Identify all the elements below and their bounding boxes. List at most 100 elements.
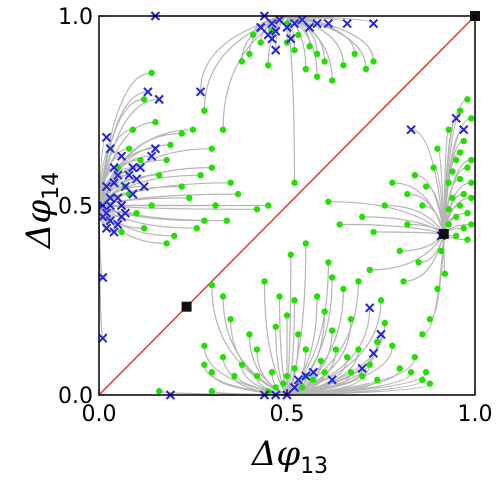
green-point: [253, 346, 261, 353]
trajectory-line: [443, 129, 464, 234]
diagonal-line-layer: [98, 15, 476, 396]
green-point: [422, 369, 430, 376]
green-point: [449, 194, 456, 202]
trajectory-line: [211, 372, 288, 396]
blue-cross: [116, 151, 127, 161]
green-point: [148, 69, 155, 77]
green-point: [231, 372, 238, 380]
green-point: [261, 278, 268, 285]
blue-cross: [368, 348, 379, 359]
green-point: [129, 126, 137, 133]
green-point: [419, 202, 426, 209]
green-point: [396, 247, 403, 255]
green-point: [219, 293, 227, 300]
trajectory-line: [328, 201, 445, 235]
trajectory-line: [411, 129, 445, 234]
green-point: [246, 50, 253, 58]
blue-cross: [98, 333, 108, 343]
green-point: [313, 73, 321, 80]
green-point: [208, 145, 215, 152]
green-point: [430, 164, 437, 171]
blue-cross: [267, 18, 277, 29]
green-point: [370, 58, 377, 65]
green-point: [377, 297, 385, 304]
green-point: [411, 171, 419, 179]
green-point: [238, 361, 246, 368]
blue-cross: [109, 227, 119, 237]
green-point: [272, 384, 279, 391]
trajectory-line: [286, 15, 318, 77]
green-point: [298, 384, 306, 391]
blue-cross: [101, 223, 112, 233]
green-point: [272, 323, 279, 330]
green-point: [464, 236, 471, 243]
green-point: [328, 77, 336, 84]
green-point: [411, 353, 419, 361]
diagonal-line: [98, 15, 476, 396]
trajectory-line: [286, 15, 333, 81]
green-point: [253, 372, 261, 380]
trajectory-line: [286, 288, 344, 396]
green-point: [246, 331, 253, 338]
green-point: [219, 126, 227, 133]
blue-cross: [98, 212, 108, 222]
blue-cross: [109, 162, 119, 173]
trajectory-line: [98, 148, 156, 206]
blue-cross: [368, 18, 379, 29]
fixed-point-square: [438, 228, 449, 239]
blue-cross: [342, 18, 352, 29]
x-axis-label-subscript: 13: [300, 454, 328, 479]
green-point: [201, 217, 208, 224]
blue-cross: [154, 94, 164, 105]
blue-cross: [255, 22, 266, 33]
green-point: [347, 316, 355, 323]
trajectory-line: [286, 254, 292, 396]
green-point: [291, 179, 298, 186]
blue-cross: [365, 303, 375, 313]
blue-cross: [143, 87, 153, 97]
green-point: [404, 190, 411, 198]
green-point: [234, 190, 242, 198]
green-point: [389, 342, 396, 349]
trajectory-line: [222, 296, 288, 396]
green-point: [197, 171, 204, 179]
green-point: [227, 316, 234, 323]
green-point: [453, 156, 460, 164]
blue-cross: [113, 170, 123, 180]
green-point: [404, 221, 411, 228]
green-point: [336, 221, 343, 228]
green-point: [208, 369, 215, 376]
y-tick-label: 0.5: [58, 195, 93, 220]
green-point: [167, 141, 174, 149]
green-point: [347, 369, 355, 376]
blue-cross: [131, 174, 142, 184]
green-point: [306, 43, 313, 50]
green-point: [178, 130, 185, 137]
blue-cross: [105, 215, 115, 226]
green-point: [434, 145, 441, 152]
green-point: [212, 202, 219, 209]
blue-cross: [135, 162, 146, 173]
blue-cross: [406, 124, 416, 135]
green-point: [325, 198, 332, 205]
green-point: [328, 274, 336, 281]
green-point: [193, 225, 200, 232]
blue-cross: [113, 193, 123, 203]
green-point: [238, 58, 246, 65]
blue-cross: [128, 162, 138, 173]
trajectory-line: [384, 204, 445, 235]
green-point: [464, 209, 471, 217]
trajectory-line: [98, 91, 148, 206]
green-point: [374, 338, 381, 346]
green-point: [295, 331, 302, 338]
green-point: [415, 259, 422, 266]
blue-cross: [139, 181, 149, 192]
green-point: [171, 232, 178, 240]
green-point: [366, 361, 373, 368]
green-point: [456, 107, 464, 114]
green-point: [219, 353, 227, 361]
green-point: [287, 251, 294, 258]
green-point: [321, 308, 328, 315]
blue-cross: [105, 200, 115, 211]
